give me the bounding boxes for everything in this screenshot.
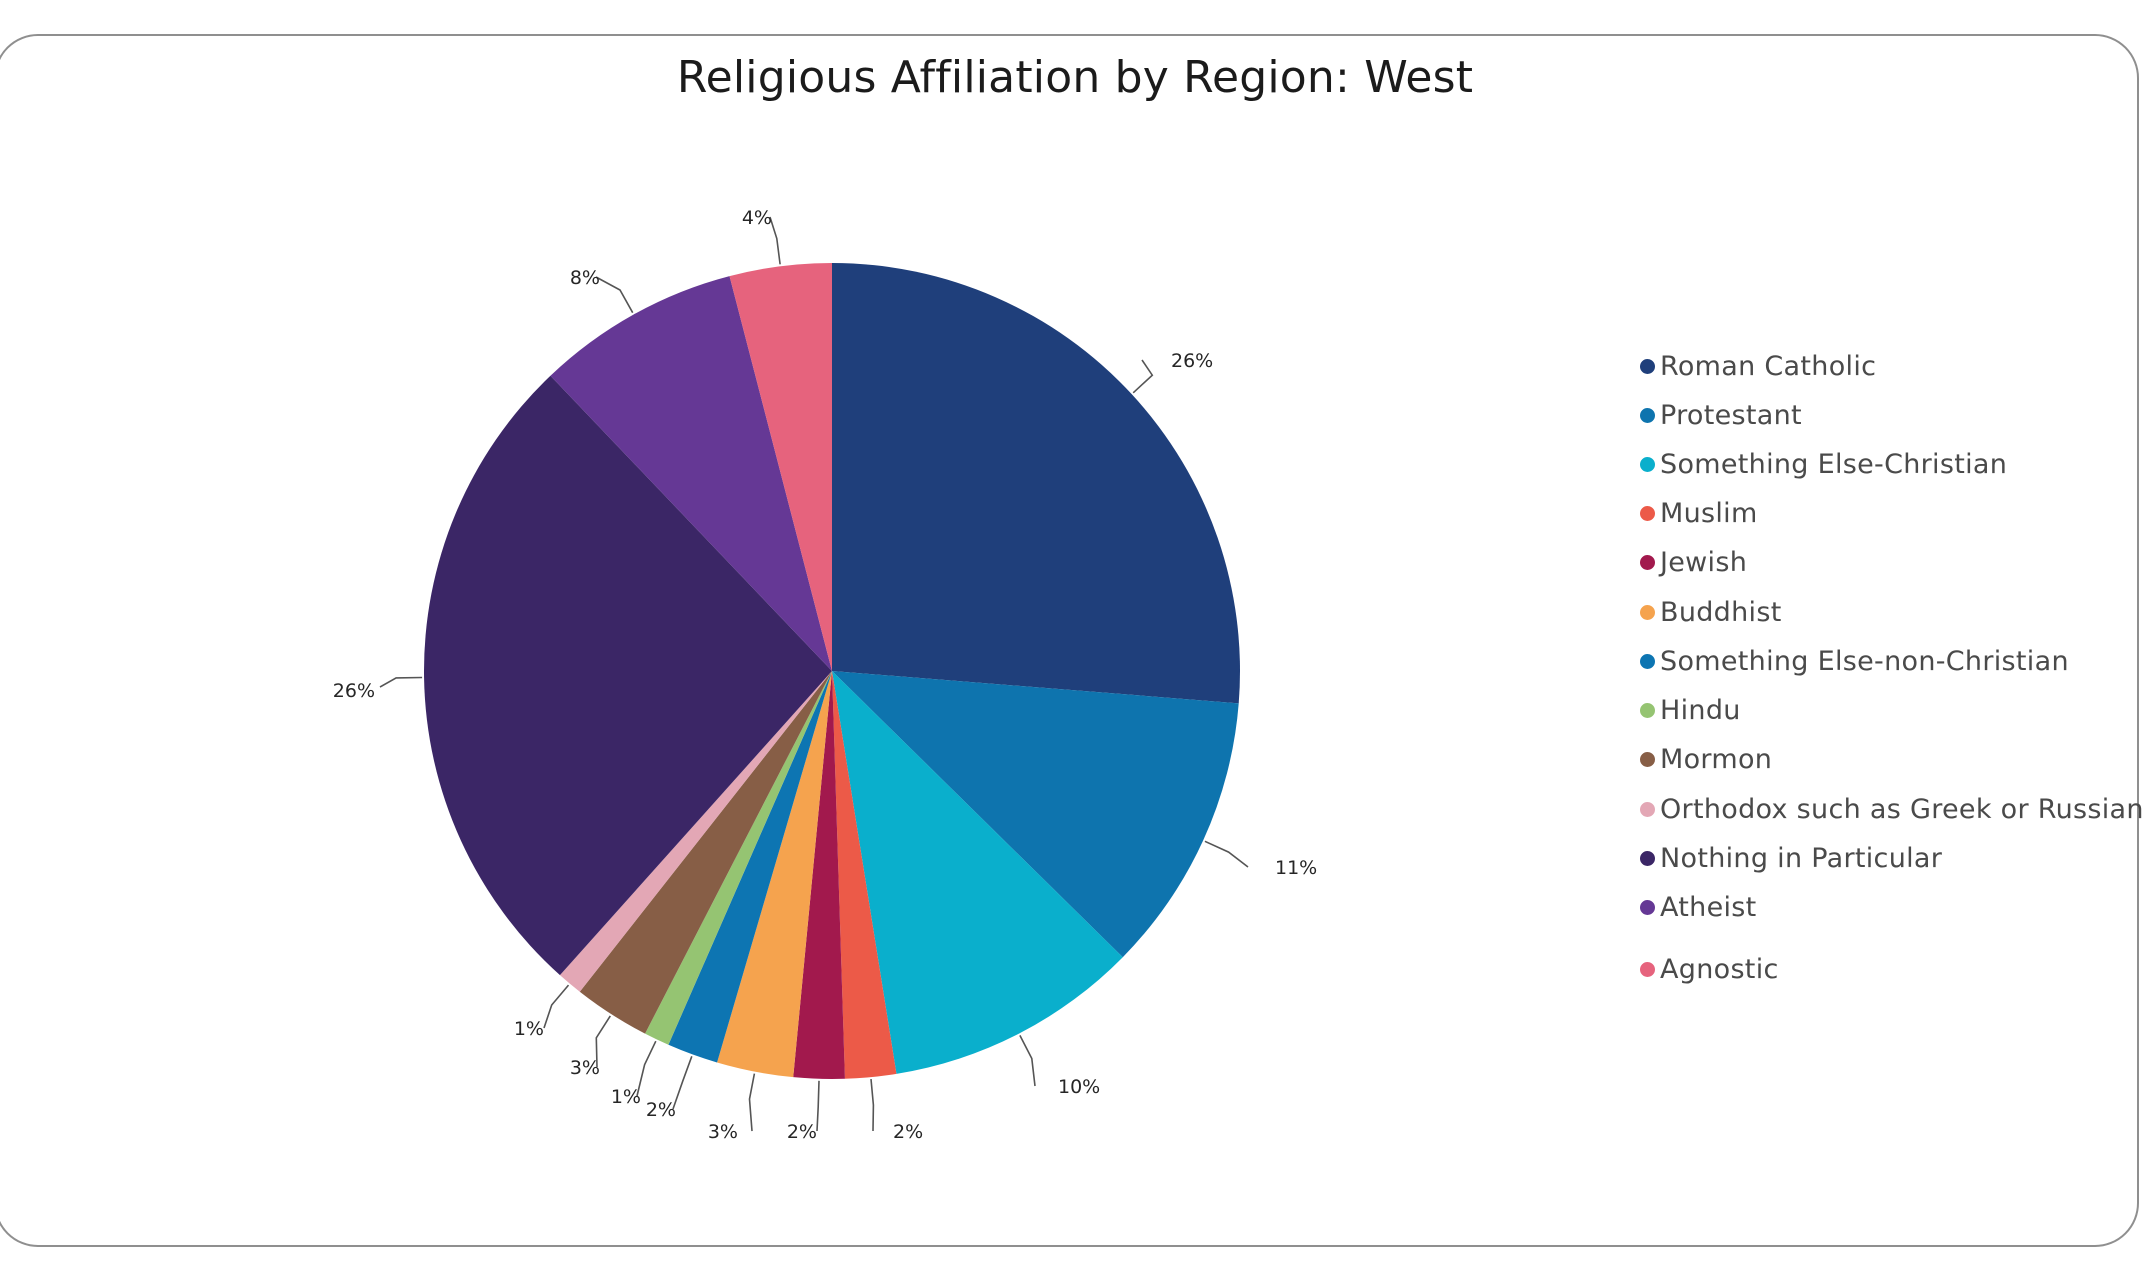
legend-item: Something Else-non-Christian [1640, 641, 2069, 681]
pie-slice-mormon [579, 671, 832, 1034]
legend-label: Something Else-non-Christian [1660, 645, 2069, 677]
data-label: 2% [646, 1099, 676, 1121]
legend-swatch [1640, 407, 1655, 423]
leader-line [748, 1073, 756, 1132]
pie-slice-something-else-christian [832, 671, 1123, 1074]
data-label: 4% [742, 207, 772, 229]
legend-swatch [1640, 653, 1655, 669]
leader-line [379, 676, 423, 688]
pie-slice-agnostic [729, 263, 832, 671]
legend-label: Buddhist [1660, 596, 1782, 628]
legend-item: Muslim [1640, 493, 1758, 533]
legend-label: Protestant [1660, 399, 1802, 431]
pie-slice-hindu [645, 671, 832, 1045]
legend-swatch [1640, 505, 1655, 521]
legend-item: Mormon [1640, 739, 1772, 779]
leader-line [595, 1015, 611, 1068]
pie-slice-orthodox-such-as-greek-or-russian [559, 671, 832, 992]
legend-item: Orthodox such as Greek or Russian [1640, 789, 2144, 829]
data-label: 26% [333, 680, 375, 702]
legend-label: Hindu [1660, 694, 1741, 726]
pie-slice-muslim [832, 671, 897, 1079]
data-label: 3% [708, 1121, 738, 1143]
leader-line [769, 216, 781, 265]
data-label: 26% [1171, 350, 1213, 372]
legend-swatch [1640, 801, 1655, 817]
data-label: 8% [570, 267, 600, 289]
legend-item: Jewish [1640, 542, 1747, 582]
legend-item: Agnostic [1640, 949, 1779, 989]
legend-swatch [1640, 456, 1655, 472]
legend-label: Agnostic [1660, 953, 1779, 985]
pie-slice-jewish [793, 671, 845, 1079]
data-label: 2% [787, 1121, 817, 1143]
legend-swatch [1640, 604, 1655, 620]
pie-slice-atheist [550, 276, 832, 671]
legend-swatch [1640, 961, 1655, 977]
pie-slice-protestant [832, 671, 1239, 958]
legend-swatch [1640, 751, 1655, 767]
data-label: 10% [1058, 1076, 1100, 1098]
legend-item: Protestant [1640, 395, 1802, 435]
legend-label: Muslim [1660, 497, 1758, 529]
legend-label: Something Else-Christian [1660, 448, 2008, 480]
leader-line [870, 1079, 875, 1132]
legend-item: Something Else-Christian [1640, 444, 2007, 484]
leader-line [543, 984, 570, 1029]
legend-label: Atheist [1660, 891, 1757, 923]
pie-slice-roman-catholic [832, 263, 1241, 704]
legend-label: Roman Catholic [1660, 350, 1877, 382]
data-label: 1% [514, 1018, 544, 1040]
leader-line [672, 1056, 693, 1110]
leader-line [816, 1080, 820, 1132]
leader-line [1132, 359, 1154, 394]
legend-item: Nothing in Particular [1640, 838, 1942, 878]
leader-line [595, 276, 634, 314]
pie-slice-nothing-in-particular [424, 375, 832, 976]
legend-label: Jewish [1660, 546, 1748, 578]
leader-line [1019, 1035, 1036, 1087]
legend-label: Nothing in Particular [1660, 842, 1943, 874]
pie-slice-buddhist [717, 671, 832, 1078]
legend-label: Mormon [1660, 743, 1773, 775]
legend-swatch [1640, 702, 1655, 718]
top-strip [0, 0, 2150, 36]
data-label: 2% [893, 1121, 923, 1143]
legend-item: Atheist [1640, 887, 1757, 927]
chart-title: Religious Affiliation by Region: West [676, 52, 1474, 103]
legend-swatch [1640, 358, 1655, 374]
legend-swatch [1640, 899, 1655, 915]
data-label: 3% [570, 1057, 600, 1079]
legend-item: Hindu [1640, 690, 1741, 730]
leader-line [1204, 840, 1249, 868]
legend-item: Buddhist [1640, 592, 1782, 632]
pie-slice-something-else-non-christian [668, 671, 832, 1063]
data-label: 1% [611, 1086, 641, 1108]
legend-swatch [1640, 850, 1655, 866]
leader-line [636, 1040, 657, 1097]
data-label: 11% [1275, 857, 1317, 879]
legend-item: Roman Catholic [1640, 346, 1876, 386]
legend-label: Orthodox such as Greek or Russian [1660, 793, 2144, 825]
legend-swatch [1640, 554, 1655, 570]
